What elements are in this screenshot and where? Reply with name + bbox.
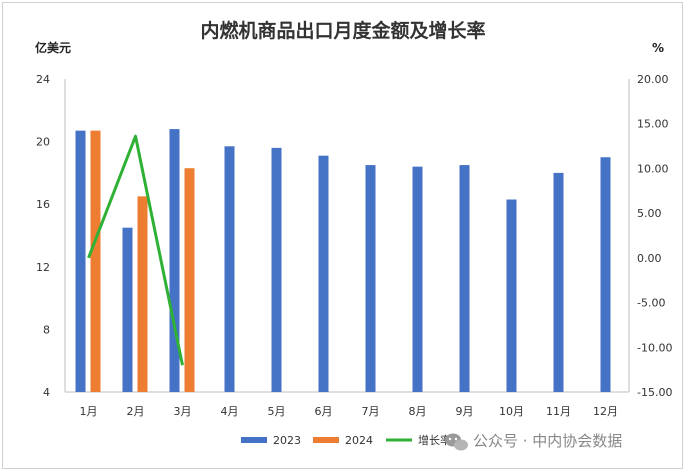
bar-series-group	[75, 129, 611, 392]
bar-2023	[459, 165, 470, 392]
x-tick-label: 7月	[362, 405, 380, 418]
legend-label: 2023	[273, 434, 301, 447]
left-axis-unit: 亿美元	[35, 40, 71, 55]
x-tick-label: 4月	[221, 405, 239, 418]
x-tick-label: 12月	[593, 405, 618, 418]
bar-2024	[137, 196, 148, 392]
legend-swatch-2023	[241, 437, 267, 443]
chart-frame: 内燃机商品出口月度金额及增长率 亿美元 % 4 8 12 16 20 24 -15.00-…	[2, 2, 683, 469]
watermark-text: 公众号 · 中内协会数据	[473, 432, 622, 450]
left-axis-ticks: 4 8 12 16 20 24	[36, 73, 50, 399]
bar-2023	[224, 146, 235, 392]
left-tick-label: 24	[36, 73, 50, 86]
bar-2024	[90, 130, 101, 392]
right-tick-label: -15.00	[637, 386, 672, 399]
right-tick-label: 0.00	[637, 252, 662, 265]
right-tick-label: 20.00	[637, 73, 669, 86]
x-tick-label: 2月	[127, 405, 145, 418]
bar-2023	[412, 166, 423, 392]
right-tick-label: -5.00	[637, 297, 665, 310]
bar-2024	[184, 168, 195, 392]
bar-2023	[169, 129, 180, 392]
growth-rate-line	[87, 134, 184, 366]
x-tick-label: 10月	[499, 405, 524, 418]
right-tick-label: 15.00	[637, 118, 669, 131]
left-tick-label: 12	[36, 261, 50, 274]
bar-2023	[122, 227, 133, 392]
left-tick-label: 8	[43, 323, 50, 336]
bar-2023	[271, 147, 282, 392]
x-tick-label: 8月	[409, 405, 427, 418]
x-tick-label: 3月	[174, 405, 192, 418]
bar-2023	[318, 155, 329, 392]
bar-2023	[600, 157, 611, 392]
bar-2023	[506, 199, 517, 392]
x-tick-label: 11月	[546, 405, 571, 418]
right-tick-label: 10.00	[637, 162, 669, 175]
wechat-icon	[445, 433, 468, 451]
left-tick-label: 16	[36, 198, 50, 211]
chart-title: 内燃机商品出口月度金额及增长率	[200, 19, 485, 42]
right-axis-unit: %	[652, 41, 664, 55]
x-tick-label: 9月	[456, 405, 474, 418]
line-series-group	[87, 134, 184, 366]
legend-label: 2024	[345, 434, 373, 447]
right-axis-ticks: -15.00 -10.00 -5.00 0.00 5.00 10.00 15.00 20.00	[637, 73, 672, 399]
legend: 2023 2024 增长率	[241, 433, 451, 447]
bar-2023	[553, 172, 564, 392]
bar-2023	[365, 165, 376, 392]
x-axis-ticks: 1月 2月 3月 4月 5月 6月 7月 8月 9月 10月 11月 12月	[80, 405, 619, 418]
legend-swatch-2024	[313, 437, 339, 443]
left-tick-label: 20	[36, 136, 50, 149]
x-tick-label: 5月	[268, 405, 286, 418]
bar-2023	[75, 130, 86, 392]
x-tick-label: 1月	[80, 405, 98, 418]
watermark: 公众号 · 中内协会数据	[445, 432, 622, 451]
right-tick-label: -10.00	[637, 341, 672, 354]
x-tick-label: 6月	[315, 405, 333, 418]
legend-label: 增长率	[418, 433, 451, 447]
right-tick-label: 5.00	[637, 207, 662, 220]
left-tick-label: 4	[43, 386, 50, 399]
